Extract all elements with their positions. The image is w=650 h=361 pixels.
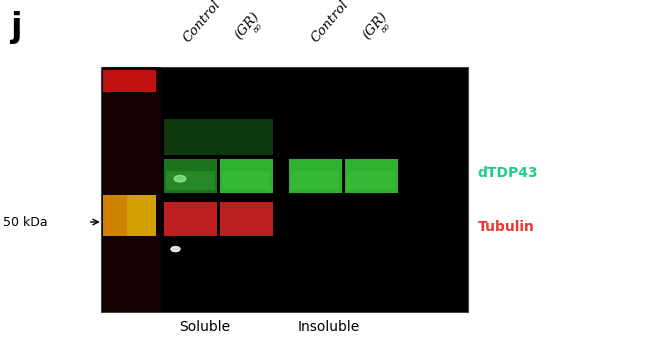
Circle shape [171, 247, 180, 252]
Text: Tubulin: Tubulin [478, 221, 534, 234]
Text: 50 kDa: 50 kDa [3, 216, 48, 229]
Bar [103, 67, 161, 312]
Text: dTDP43: dTDP43 [478, 166, 538, 180]
Text: Insoluble: Insoluble [298, 320, 360, 334]
Bar [101, 67, 468, 312]
Bar [220, 202, 273, 236]
Text: (GR): (GR) [360, 9, 390, 42]
Bar [103, 195, 156, 236]
Bar [103, 70, 156, 92]
Bar [222, 171, 270, 190]
Text: Soluble: Soluble [179, 320, 230, 334]
Text: Control: Control [309, 0, 351, 45]
Bar [291, 171, 339, 190]
Bar [289, 159, 342, 193]
Bar [347, 171, 395, 190]
Text: (GR): (GR) [232, 9, 262, 42]
Bar [220, 159, 273, 193]
Circle shape [174, 175, 186, 182]
Text: 80: 80 [252, 22, 265, 34]
Bar [103, 195, 127, 236]
Bar [164, 119, 273, 155]
Text: 80: 80 [380, 22, 393, 34]
Bar [344, 159, 398, 193]
Bar [164, 159, 217, 193]
Bar [164, 202, 217, 236]
Text: Control: Control [181, 0, 223, 45]
Bar [166, 171, 214, 190]
Text: j: j [10, 11, 21, 44]
